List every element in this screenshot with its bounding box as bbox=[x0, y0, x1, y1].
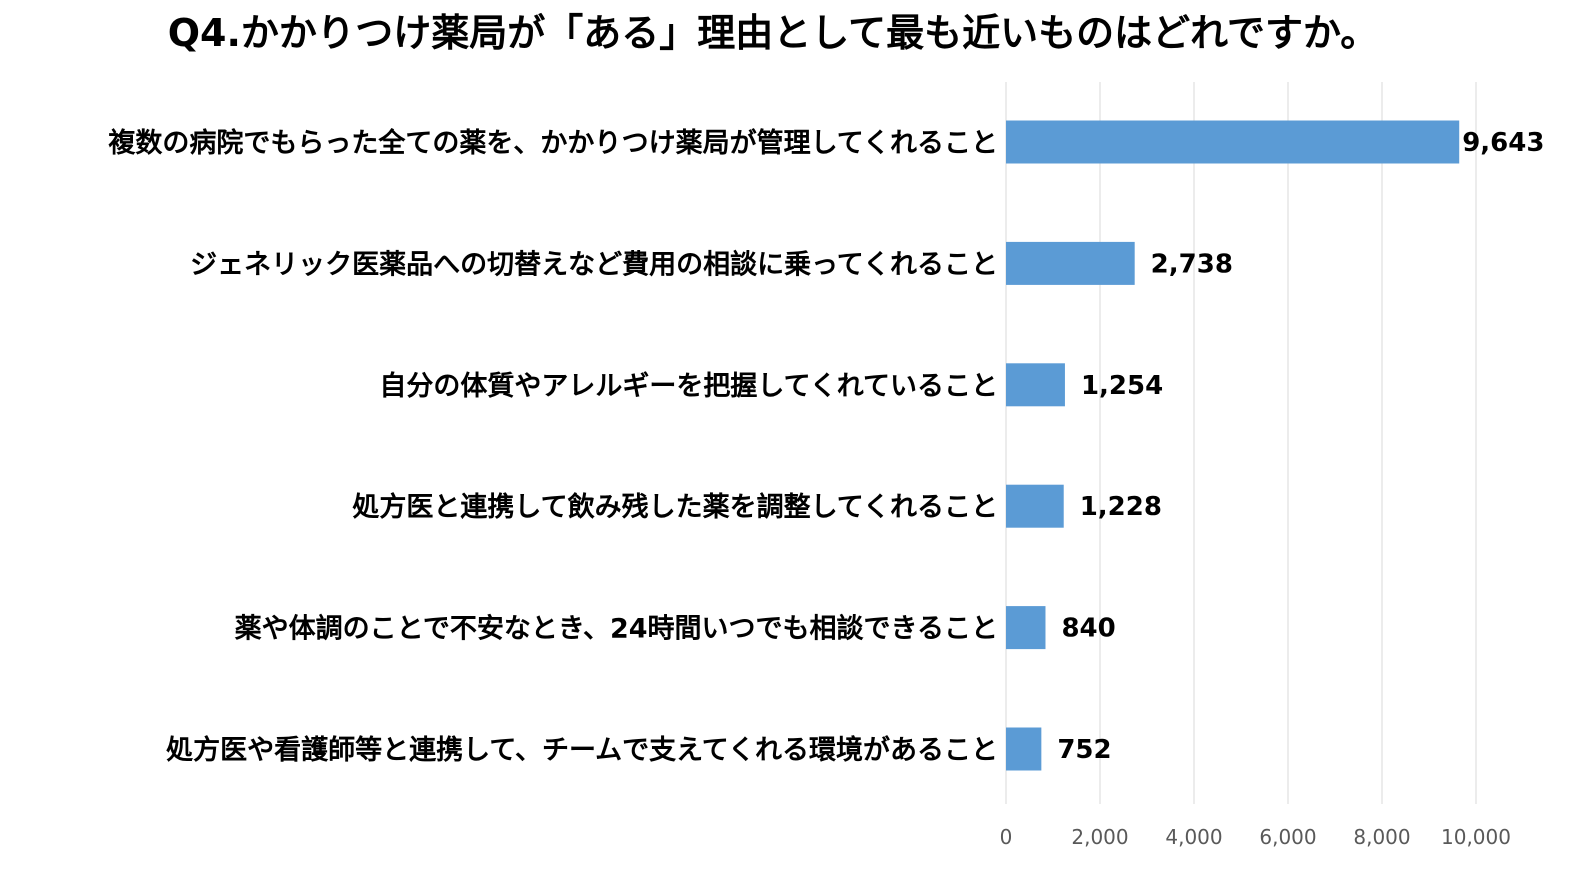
bar bbox=[1006, 727, 1042, 771]
data-label: 9,643 bbox=[1462, 128, 1544, 158]
x-tick-label: 0 bbox=[1000, 825, 1013, 849]
x-tick-label: 4,000 bbox=[1165, 825, 1222, 849]
chart-title: Q4.かかりつけ薬局が「ある」理由として最も近いものはどれですか。 bbox=[168, 11, 1379, 55]
x-tick-label: 2,000 bbox=[1071, 825, 1128, 849]
x-tick-label: 6,000 bbox=[1259, 825, 1316, 849]
category-label: 薬や体調のことで不安なとき、24時間いつでも相談できること bbox=[235, 613, 998, 645]
data-label: 1,228 bbox=[1080, 492, 1162, 522]
data-label: 2,738 bbox=[1151, 249, 1233, 279]
category-label: ジェネリック医薬品への切替えなど費用の相談に乗ってくれること bbox=[190, 248, 998, 280]
category-label: 自分の体質やアレルギーを把握してくれていること bbox=[379, 370, 998, 402]
x-tick-label: 10,000 bbox=[1441, 825, 1511, 849]
data-label: 1,254 bbox=[1081, 371, 1163, 401]
category-labels: 複数の病院でもらった全ての薬を、かかりつけ薬局が管理してくれることジェネリック医… bbox=[108, 127, 998, 766]
bar bbox=[1006, 363, 1065, 407]
gridlines bbox=[1005, 82, 1477, 804]
data-labels: 9,643 2,738 1,254 1,228 840 752 bbox=[1057, 128, 1544, 765]
bar bbox=[1006, 120, 1460, 164]
category-label: 処方医と連携して飲み残した薬を調整してくれること bbox=[352, 491, 998, 523]
bar bbox=[1006, 484, 1064, 528]
bars bbox=[1006, 120, 1460, 771]
category-label: 処方医や看護師等と連携して、チームで支えてくれる環境があること bbox=[166, 734, 998, 766]
x-tick-label: 8,000 bbox=[1353, 825, 1410, 849]
data-label: 840 bbox=[1061, 614, 1115, 644]
data-label: 752 bbox=[1057, 735, 1111, 765]
x-axis: 0 2,000 4,000 6,000 8,000 10,000 bbox=[1000, 825, 1511, 849]
category-label: 複数の病院でもらった全ての薬を、かかりつけ薬局が管理してくれること bbox=[108, 127, 998, 159]
bar bbox=[1006, 606, 1046, 650]
bar bbox=[1006, 241, 1135, 285]
